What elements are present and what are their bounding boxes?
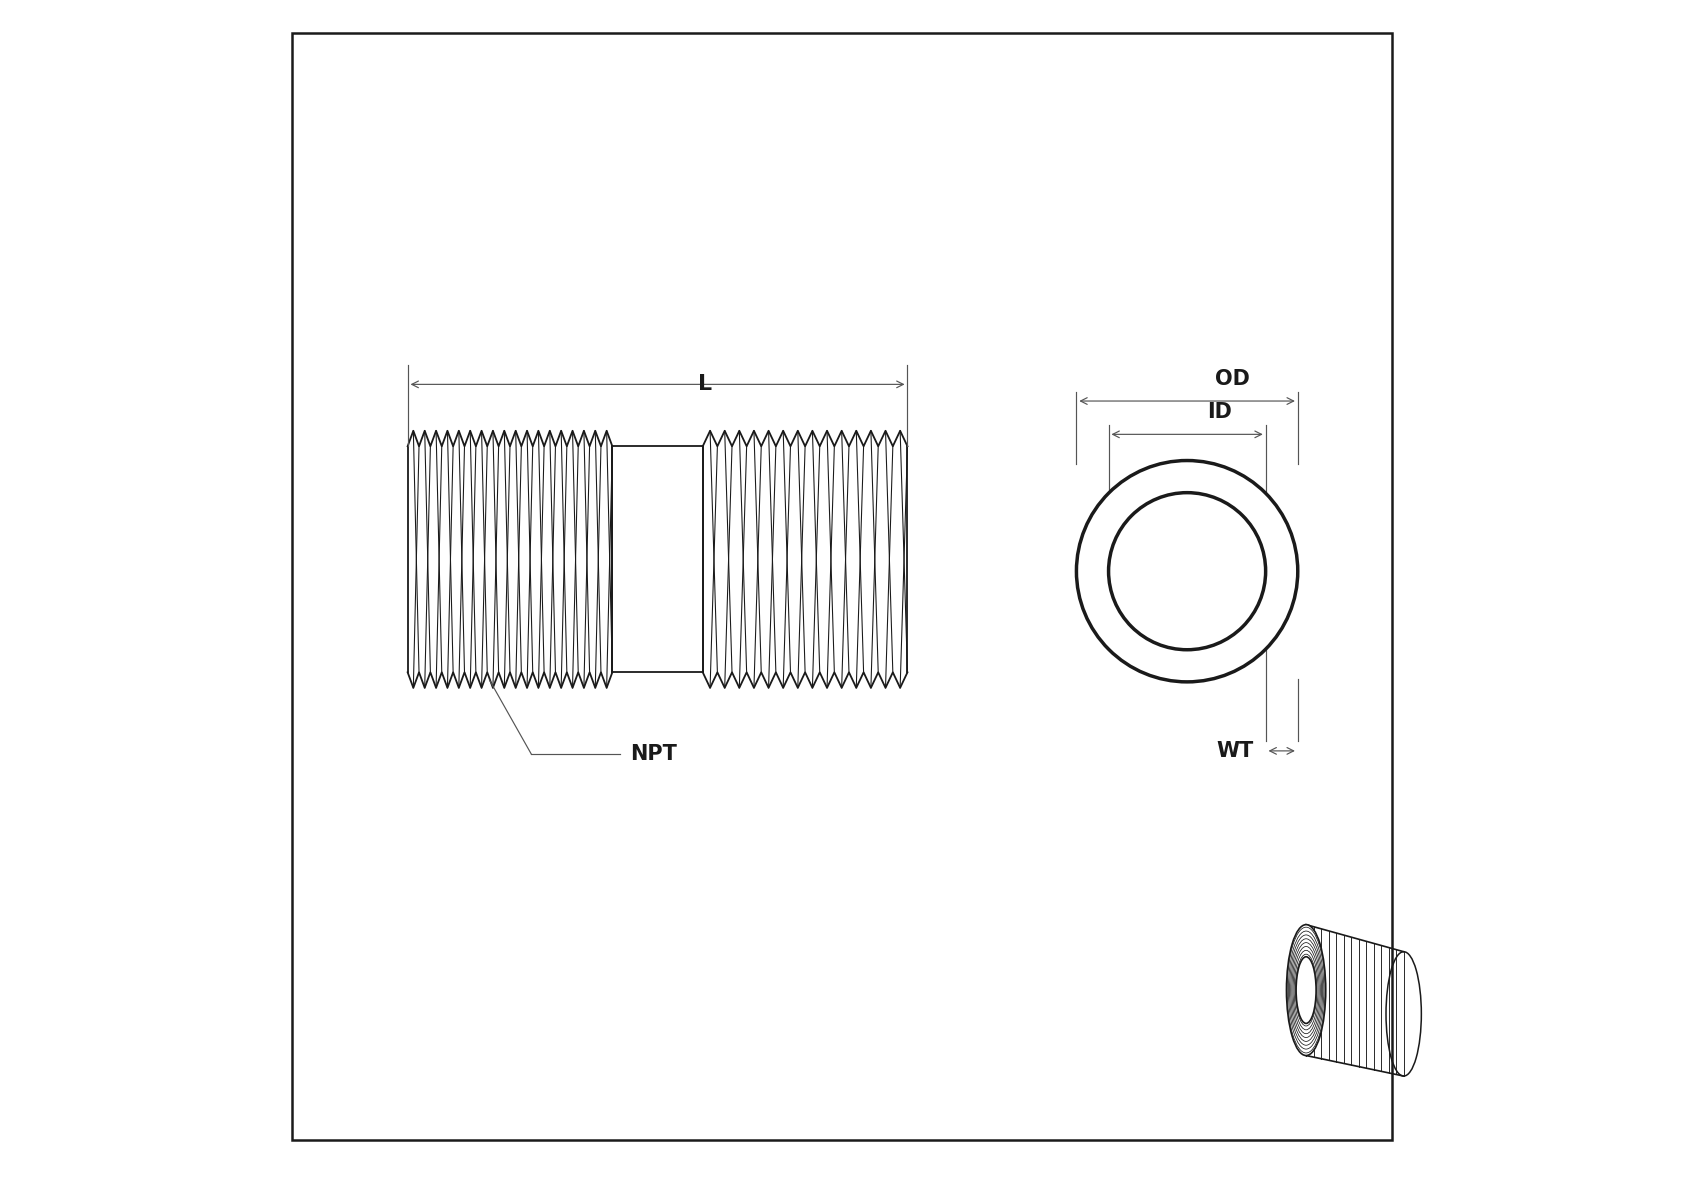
Text: NPT: NPT (630, 744, 677, 764)
Text: L: L (699, 374, 712, 394)
Ellipse shape (1297, 957, 1317, 1023)
Ellipse shape (1287, 925, 1325, 1056)
Ellipse shape (1076, 461, 1298, 682)
Ellipse shape (1108, 493, 1266, 650)
Text: ID: ID (1207, 402, 1231, 422)
Text: WT: WT (1216, 741, 1255, 760)
Text: OD: OD (1214, 369, 1250, 389)
